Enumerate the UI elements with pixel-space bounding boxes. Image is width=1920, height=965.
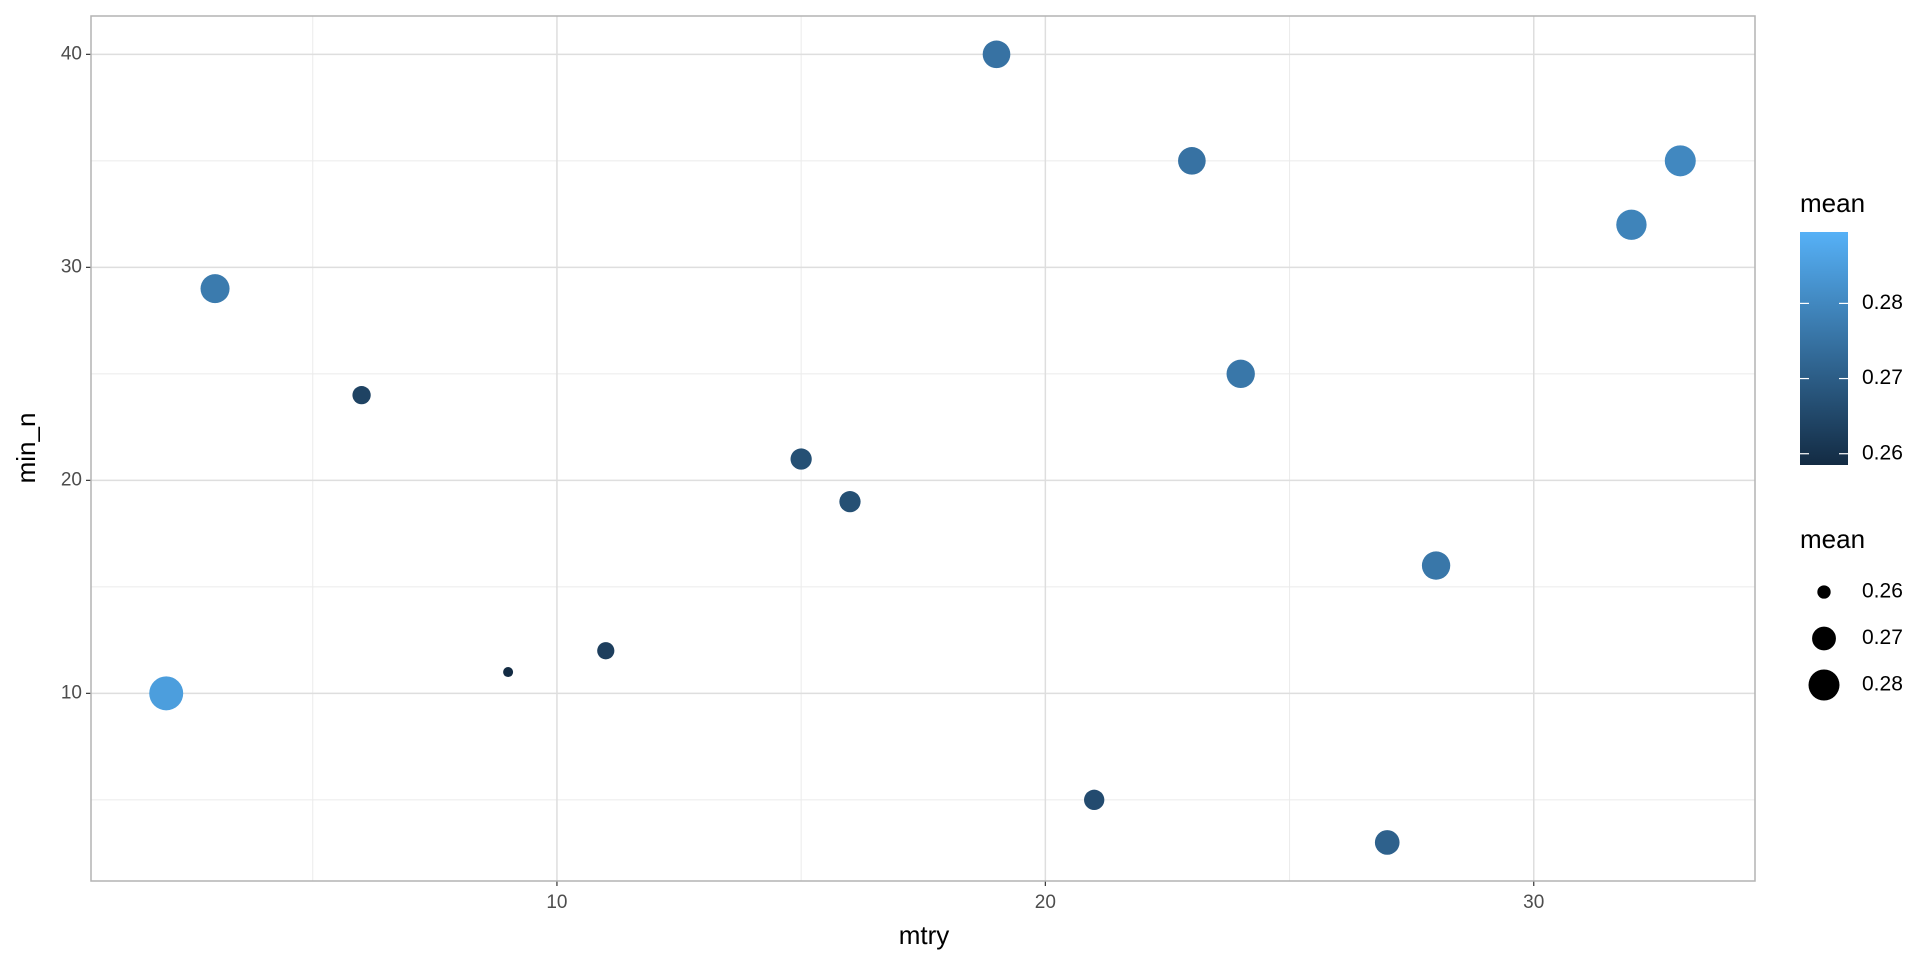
size-legend-key [1812,626,1836,651]
colorbar-label: 0.28 [1862,291,1903,314]
size-legend-key [1808,669,1840,701]
y-tick-label: 30 [61,256,82,277]
point [1374,830,1400,855]
colorbar-label: 0.27 [1862,366,1903,389]
x-axis-label: mtry [899,920,950,950]
point [352,385,371,405]
x-tick-label: 30 [1523,892,1544,913]
point [149,676,184,711]
point [1226,359,1255,389]
colorbar-label: 0.26 [1862,441,1903,464]
x-tick-label: 20 [1035,892,1056,913]
point [790,448,812,470]
point [839,491,861,513]
size-legend-label: 0.28 [1862,673,1903,696]
point [1421,551,1451,580]
x-tick-label: 10 [546,892,567,913]
point [1084,789,1105,811]
point [200,274,230,304]
size-legend-label: 0.26 [1862,580,1903,603]
panel-border [90,15,1756,882]
size-legend-title: mean [1800,524,1865,554]
point [982,40,1011,69]
y-tick-label: 40 [61,43,82,64]
point [597,642,615,660]
point [1178,147,1206,175]
point [1664,145,1696,177]
color-legend-title: mean [1800,188,1865,218]
colorbar [1800,232,1848,465]
y-tick-label: 20 [61,469,82,490]
size-legend-label: 0.27 [1862,626,1903,649]
y-tick-label: 10 [61,682,82,703]
size-legend-key [1817,585,1831,599]
y-axis-label: min_n [11,413,41,484]
point [503,667,514,678]
point [1616,209,1647,240]
